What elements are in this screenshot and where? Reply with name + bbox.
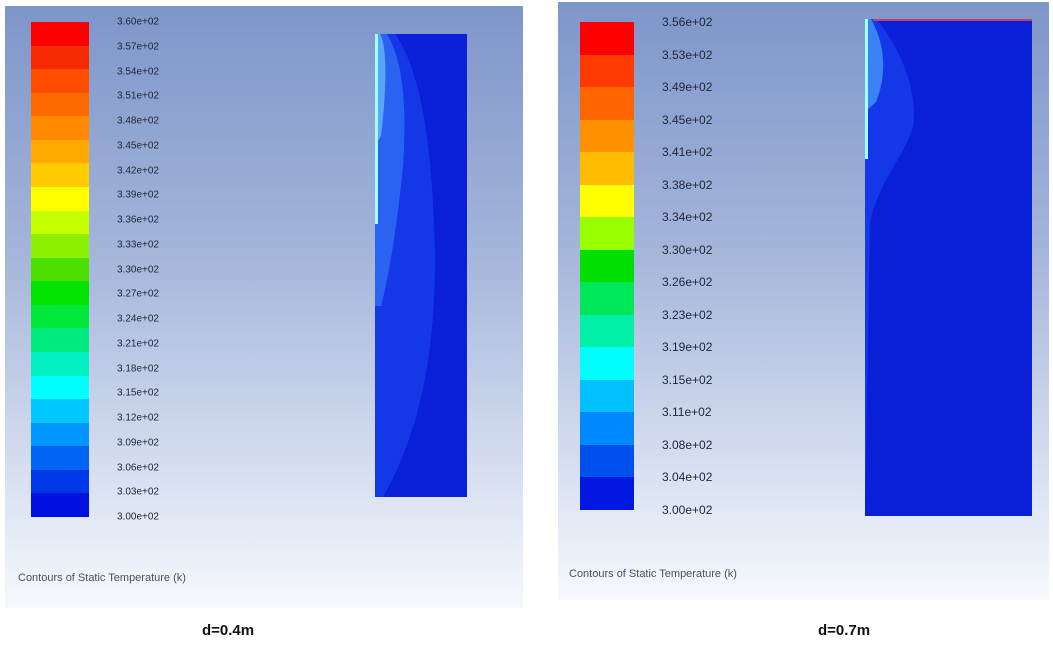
colorbar-tick-label: 3.09e+02 (117, 437, 159, 449)
colorbar-segment (31, 92, 89, 117)
colorbar-segment (31, 422, 89, 447)
colorbar-segment (580, 412, 634, 446)
colorbar-segment (31, 257, 89, 282)
colorbar-tick-label: 3.33e+02 (117, 239, 159, 251)
colorbar-segment (31, 116, 89, 141)
colorbar-segment (580, 54, 634, 88)
thermal-layer-right-outer (865, 19, 915, 516)
colorbar-tick-label: 3.18e+02 (117, 363, 159, 374)
colorbar-segment (31, 163, 89, 188)
colorbar-segment (31, 210, 89, 235)
colorbar-tick-label: 3.48e+02 (117, 115, 159, 127)
colorbar-segment (31, 139, 89, 164)
colorbar-tick-label: 3.00e+02 (117, 511, 159, 523)
contour-title-right: Contours of Static Temperature (k) (569, 568, 737, 580)
colorbar-tick-label: 3.11e+02 (662, 405, 712, 420)
colorbar-tick-label: 3.60e+02 (117, 16, 159, 28)
colorbar-tick-label: 3.38e+02 (662, 177, 713, 192)
colorbar-segment (31, 281, 89, 306)
colorbar-segment (580, 184, 634, 218)
thermal-layer-right-inner (865, 19, 884, 112)
colorbar-segment (580, 347, 634, 381)
colorbar-segment (31, 187, 89, 212)
colorbar-segment (31, 352, 89, 377)
colorbar-segment (31, 399, 89, 424)
colorbar-segment (31, 304, 89, 329)
colorbar-tick-label: 3.24e+02 (117, 313, 159, 325)
colorbar-tick-label: 3.15e+02 (662, 372, 713, 387)
colorbar-tick-label: 3.45e+02 (117, 140, 159, 152)
colorbar-segment (580, 22, 634, 56)
hot-top-right (873, 19, 1032, 21)
colorbar-tick-label: 3.03e+02 (117, 486, 159, 498)
colorbar-segment (580, 152, 634, 186)
colorbar-tick-label: 3.26e+02 (662, 275, 713, 290)
hot-wall-left (375, 34, 378, 224)
caption-left: d=0.4m (202, 622, 255, 639)
caption-right: d=0.7m (818, 622, 871, 639)
colorbar-tick-label: 3.30e+02 (662, 242, 713, 257)
colorbar-tick-label: 3.23e+02 (662, 307, 713, 322)
colorbar-tick-label: 3.41e+02 (662, 145, 713, 160)
hot-wall-right (865, 19, 868, 159)
contour-panel-left: 3.60e+02 3.57e+02 3.54e+02 3.51e+02 3.48e+02… (5, 6, 523, 608)
colorbar-segment (580, 87, 634, 121)
colorbar-segment (580, 119, 634, 153)
contour-panel-right: 3.56e+02 3.53e+02 3.49e+02 3.45e+02 3.41e+02… (558, 2, 1049, 600)
colorbar-tick-label: 3.12e+02 (117, 412, 159, 424)
colorbar-segment (31, 45, 89, 70)
colorbar-left: 3.60e+02 3.57e+02 3.54e+02 3.51e+02 3.48e+02… (31, 17, 197, 537)
colorbar-segment (580, 217, 634, 251)
colorbar-tick-label: 3.21e+02 (117, 338, 159, 350)
contour-title-left: Contours of Static Temperature (k) (18, 572, 186, 584)
colorbar-segment (31, 234, 89, 259)
colorbar-tick-label: 3.49e+02 (662, 80, 713, 95)
colorbar-segment (31, 69, 89, 94)
colorbar-tick-label: 3.42e+02 (117, 165, 159, 176)
colorbar-tick-label: 3.53e+02 (662, 47, 713, 62)
colorbar-segment (31, 446, 89, 471)
contour-plot-left (375, 34, 467, 497)
colorbar-tick-label: 3.00e+02 (662, 503, 713, 517)
colorbar-segment (580, 249, 634, 283)
colorbar-tick-label: 3.27e+02 (117, 288, 159, 300)
colorbar-segment (31, 469, 89, 494)
colorbar-tick-label: 3.15e+02 (117, 387, 159, 399)
colorbar-tick-label: 3.54e+02 (117, 66, 159, 77)
colorbar-segment (580, 477, 634, 511)
colorbar-tick-label: 3.04e+02 (662, 470, 713, 485)
colorbar-tick-label: 3.06e+02 (117, 462, 159, 473)
colorbar-tick-label: 3.08e+02 (662, 437, 713, 452)
colorbar-tick-label: 3.57e+02 (117, 41, 159, 53)
contour-plot-right (865, 19, 1032, 516)
colorbar-tick-label: 3.30e+02 (117, 264, 159, 275)
colorbar-tick-label: 3.36e+02 (117, 214, 159, 226)
colorbar-tick-label: 3.39e+02 (117, 189, 159, 201)
colorbar-tick-label: 3.45e+02 (662, 112, 713, 127)
colorbar-segment (31, 22, 89, 47)
colorbar-segment (31, 328, 89, 353)
colorbar-segment (580, 379, 634, 413)
colorbar-right: 3.56e+02 3.53e+02 3.49e+02 3.45e+02 3.41e+02… (580, 15, 742, 530)
colorbar-tick-label: 3.56e+02 (662, 15, 713, 29)
colorbar-segment (31, 375, 89, 400)
colorbar-segment (580, 282, 634, 316)
colorbar-tick-label: 3.19e+02 (662, 340, 713, 355)
colorbar-segment (31, 493, 89, 518)
colorbar-segment (580, 314, 634, 348)
colorbar-tick-label: 3.51e+02 (117, 90, 159, 102)
colorbar-tick-label: 3.34e+02 (662, 210, 713, 225)
colorbar-segment (580, 444, 634, 478)
